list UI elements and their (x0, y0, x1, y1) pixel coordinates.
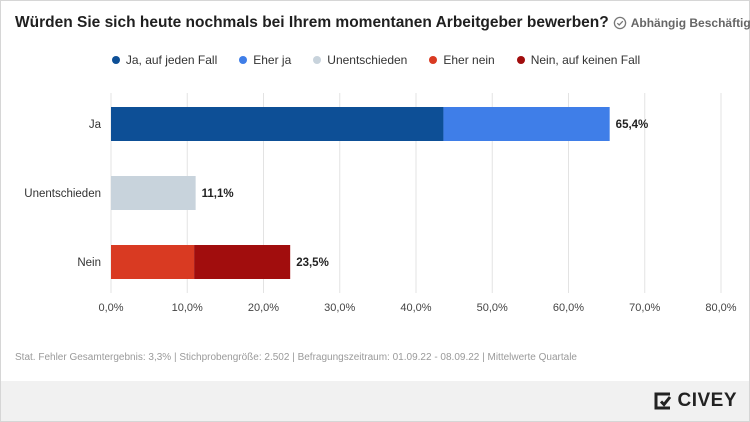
data-label: 65,4% (616, 119, 649, 131)
bar-segment[interactable] (111, 107, 444, 141)
segment-filter[interactable]: Abhängig Beschäftigte (630, 16, 750, 30)
chart-legend: Ja, auf jeden Fall Eher ja Unentschieden Eh… (1, 53, 750, 67)
legend-item[interactable]: Nein, auf keinen Fall (516, 53, 641, 67)
brand-name: CIVEY (677, 390, 737, 411)
legend-item[interactable]: Ja, auf jeden Fall (111, 53, 218, 67)
legend-item[interactable]: Eher ja (239, 53, 291, 67)
data-label: 23,5% (296, 257, 329, 269)
legend-item[interactable]: Unentschieden (313, 53, 407, 67)
civey-logo-icon (654, 392, 672, 410)
bar-segment[interactable] (194, 245, 291, 279)
legend-dot-icon (239, 56, 248, 64)
legend-label: Eher nein (443, 53, 495, 67)
legend-dot-icon (313, 56, 322, 64)
brand[interactable]: CIVEY (653, 390, 737, 412)
bar-chart: 0,0% 10,0% 20,0% 30,0% 40,0% 50,0% 60,0% 70,0% 8… (24, 93, 737, 314)
bar-segment[interactable] (111, 245, 195, 279)
x-tick-label: 50,0% (477, 302, 508, 314)
footnote: Stat. Fehler Gesamtergebnis: 3,3% | Stic… (15, 352, 577, 363)
x-tick-label: 10,0% (172, 302, 203, 314)
bar-segment[interactable] (443, 107, 610, 141)
x-tick-label: 0,0% (98, 302, 123, 314)
x-tick-label: 80,0% (705, 302, 736, 314)
x-tick-label: 70,0% (629, 302, 660, 314)
category-label: Ja (89, 119, 102, 131)
bar-segment[interactable] (111, 176, 196, 210)
category-label: Nein (77, 257, 101, 269)
footer-bar: CIVEY (1, 381, 749, 421)
legend-dot-icon (111, 56, 120, 64)
legend-label: Unentschieden (327, 53, 408, 67)
chart-title: Würden Sie sich heute nochmals bei Ihrem… (15, 14, 609, 31)
legend-dot-icon (429, 56, 438, 64)
legend-item[interactable]: Eher nein (429, 53, 495, 67)
legend-dot-icon (516, 56, 525, 64)
x-tick-label: 60,0% (553, 302, 584, 314)
legend-label: Ja, auf jeden Fall (125, 53, 218, 67)
legend-label: Eher ja (253, 53, 292, 67)
x-tick-label: 30,0% (324, 302, 355, 314)
category-label: Unentschieden (24, 188, 101, 200)
badge-check-icon (613, 16, 626, 30)
data-label: 11,1% (202, 188, 234, 200)
x-tick-label: 20,0% (248, 302, 279, 314)
legend-label: Nein, auf keinen Fall (530, 53, 641, 67)
x-tick-label: 40,0% (400, 302, 431, 314)
chart-header: Würden Sie sich heute nochmals bei Ihrem… (15, 12, 750, 34)
